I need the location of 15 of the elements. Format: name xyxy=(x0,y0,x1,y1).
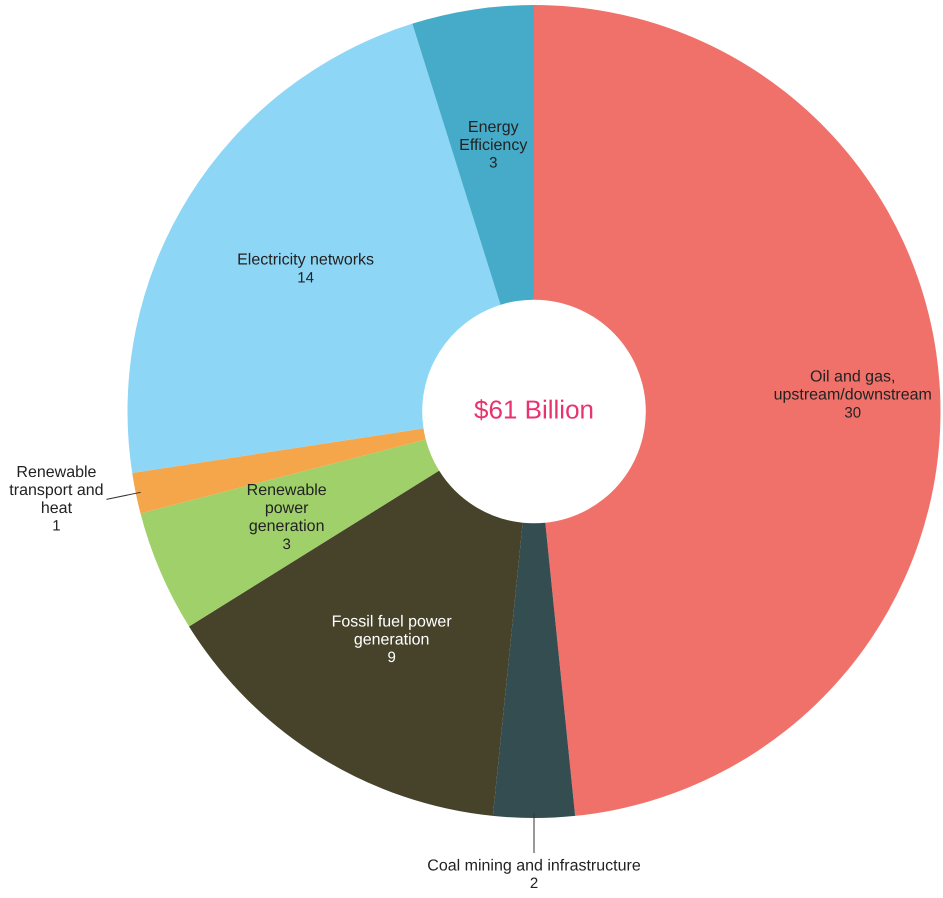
slice-label: Electricity networks xyxy=(237,252,374,269)
data-label: 3 xyxy=(489,154,498,172)
slice-label: Energy Efficiency xyxy=(459,118,528,154)
data-label: 1 xyxy=(52,518,61,535)
data-label: 2 xyxy=(530,875,538,892)
data-label: 3 xyxy=(282,536,291,553)
slice-label: Renewable transport and heat xyxy=(9,464,104,517)
data-label: 30 xyxy=(844,404,862,422)
slice-label: Renewable power generation xyxy=(246,482,327,536)
text: $61 Billion xyxy=(474,394,594,425)
slice-label: Fossil fuel power generation xyxy=(332,613,452,648)
slice-label: Oil and gas, upstream/downstream xyxy=(774,368,932,404)
slice-label: Coal mining and infrastructure xyxy=(427,857,641,874)
data-label: 9 xyxy=(387,649,396,666)
data-label: 14 xyxy=(297,269,314,286)
